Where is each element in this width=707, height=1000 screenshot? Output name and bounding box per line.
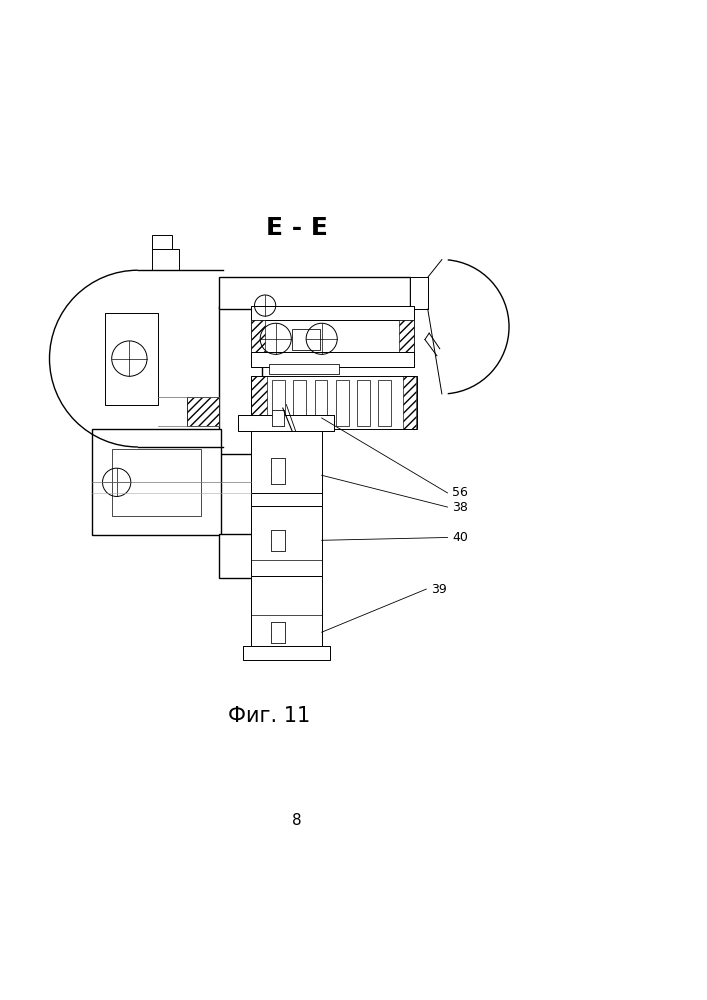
Bar — [378, 380, 391, 426]
Bar — [105, 313, 158, 405]
Bar — [219, 534, 262, 578]
Bar — [219, 306, 262, 454]
Bar — [251, 376, 267, 429]
Bar — [251, 506, 269, 576]
Text: 40: 40 — [452, 531, 468, 544]
Bar — [219, 277, 410, 309]
Bar — [251, 320, 414, 355]
Bar — [238, 415, 334, 431]
Bar — [152, 249, 179, 270]
Bar — [410, 277, 428, 309]
Bar — [105, 313, 158, 405]
Bar — [272, 410, 284, 426]
Bar — [403, 376, 416, 429]
Bar — [271, 530, 285, 551]
Text: 8: 8 — [292, 813, 302, 828]
Bar — [271, 458, 285, 484]
Text: 38: 38 — [452, 501, 468, 514]
Bar — [315, 380, 327, 426]
Bar — [251, 506, 322, 576]
Bar — [187, 397, 219, 426]
Bar — [271, 458, 285, 484]
Text: 56: 56 — [452, 486, 468, 499]
Bar — [251, 320, 414, 355]
Bar — [336, 380, 349, 426]
Bar — [92, 429, 221, 449]
Bar — [112, 449, 201, 516]
Bar — [238, 415, 334, 431]
Text: Фиг. 11: Фиг. 11 — [228, 706, 310, 726]
Bar — [269, 364, 339, 374]
Bar — [292, 329, 320, 350]
Bar — [251, 352, 414, 367]
Bar — [251, 376, 417, 429]
Text: 39: 39 — [431, 583, 447, 596]
Bar — [152, 235, 172, 249]
Bar — [293, 380, 306, 426]
Bar — [219, 534, 262, 578]
Bar — [251, 431, 322, 506]
Bar — [410, 277, 428, 309]
Bar — [92, 429, 221, 535]
Bar — [251, 320, 265, 355]
Bar — [201, 429, 221, 535]
Bar — [304, 431, 322, 506]
Bar — [271, 530, 285, 551]
Bar — [304, 576, 322, 646]
Bar — [251, 576, 269, 646]
Bar — [92, 429, 112, 535]
Bar — [357, 380, 370, 426]
Bar — [243, 646, 330, 660]
Bar — [271, 622, 285, 643]
Bar — [251, 306, 414, 327]
Bar — [304, 506, 322, 576]
Bar — [272, 410, 284, 426]
Text: Е - Е: Е - Е — [266, 216, 328, 240]
Bar — [272, 380, 285, 426]
Bar — [251, 431, 269, 506]
Bar — [187, 397, 219, 426]
Bar — [251, 576, 322, 646]
Bar — [219, 306, 262, 454]
Bar — [251, 352, 414, 367]
Bar — [92, 516, 221, 535]
Bar — [243, 646, 330, 660]
Bar — [271, 622, 285, 643]
Bar — [219, 277, 410, 309]
Bar — [251, 306, 414, 327]
Bar — [399, 320, 414, 355]
